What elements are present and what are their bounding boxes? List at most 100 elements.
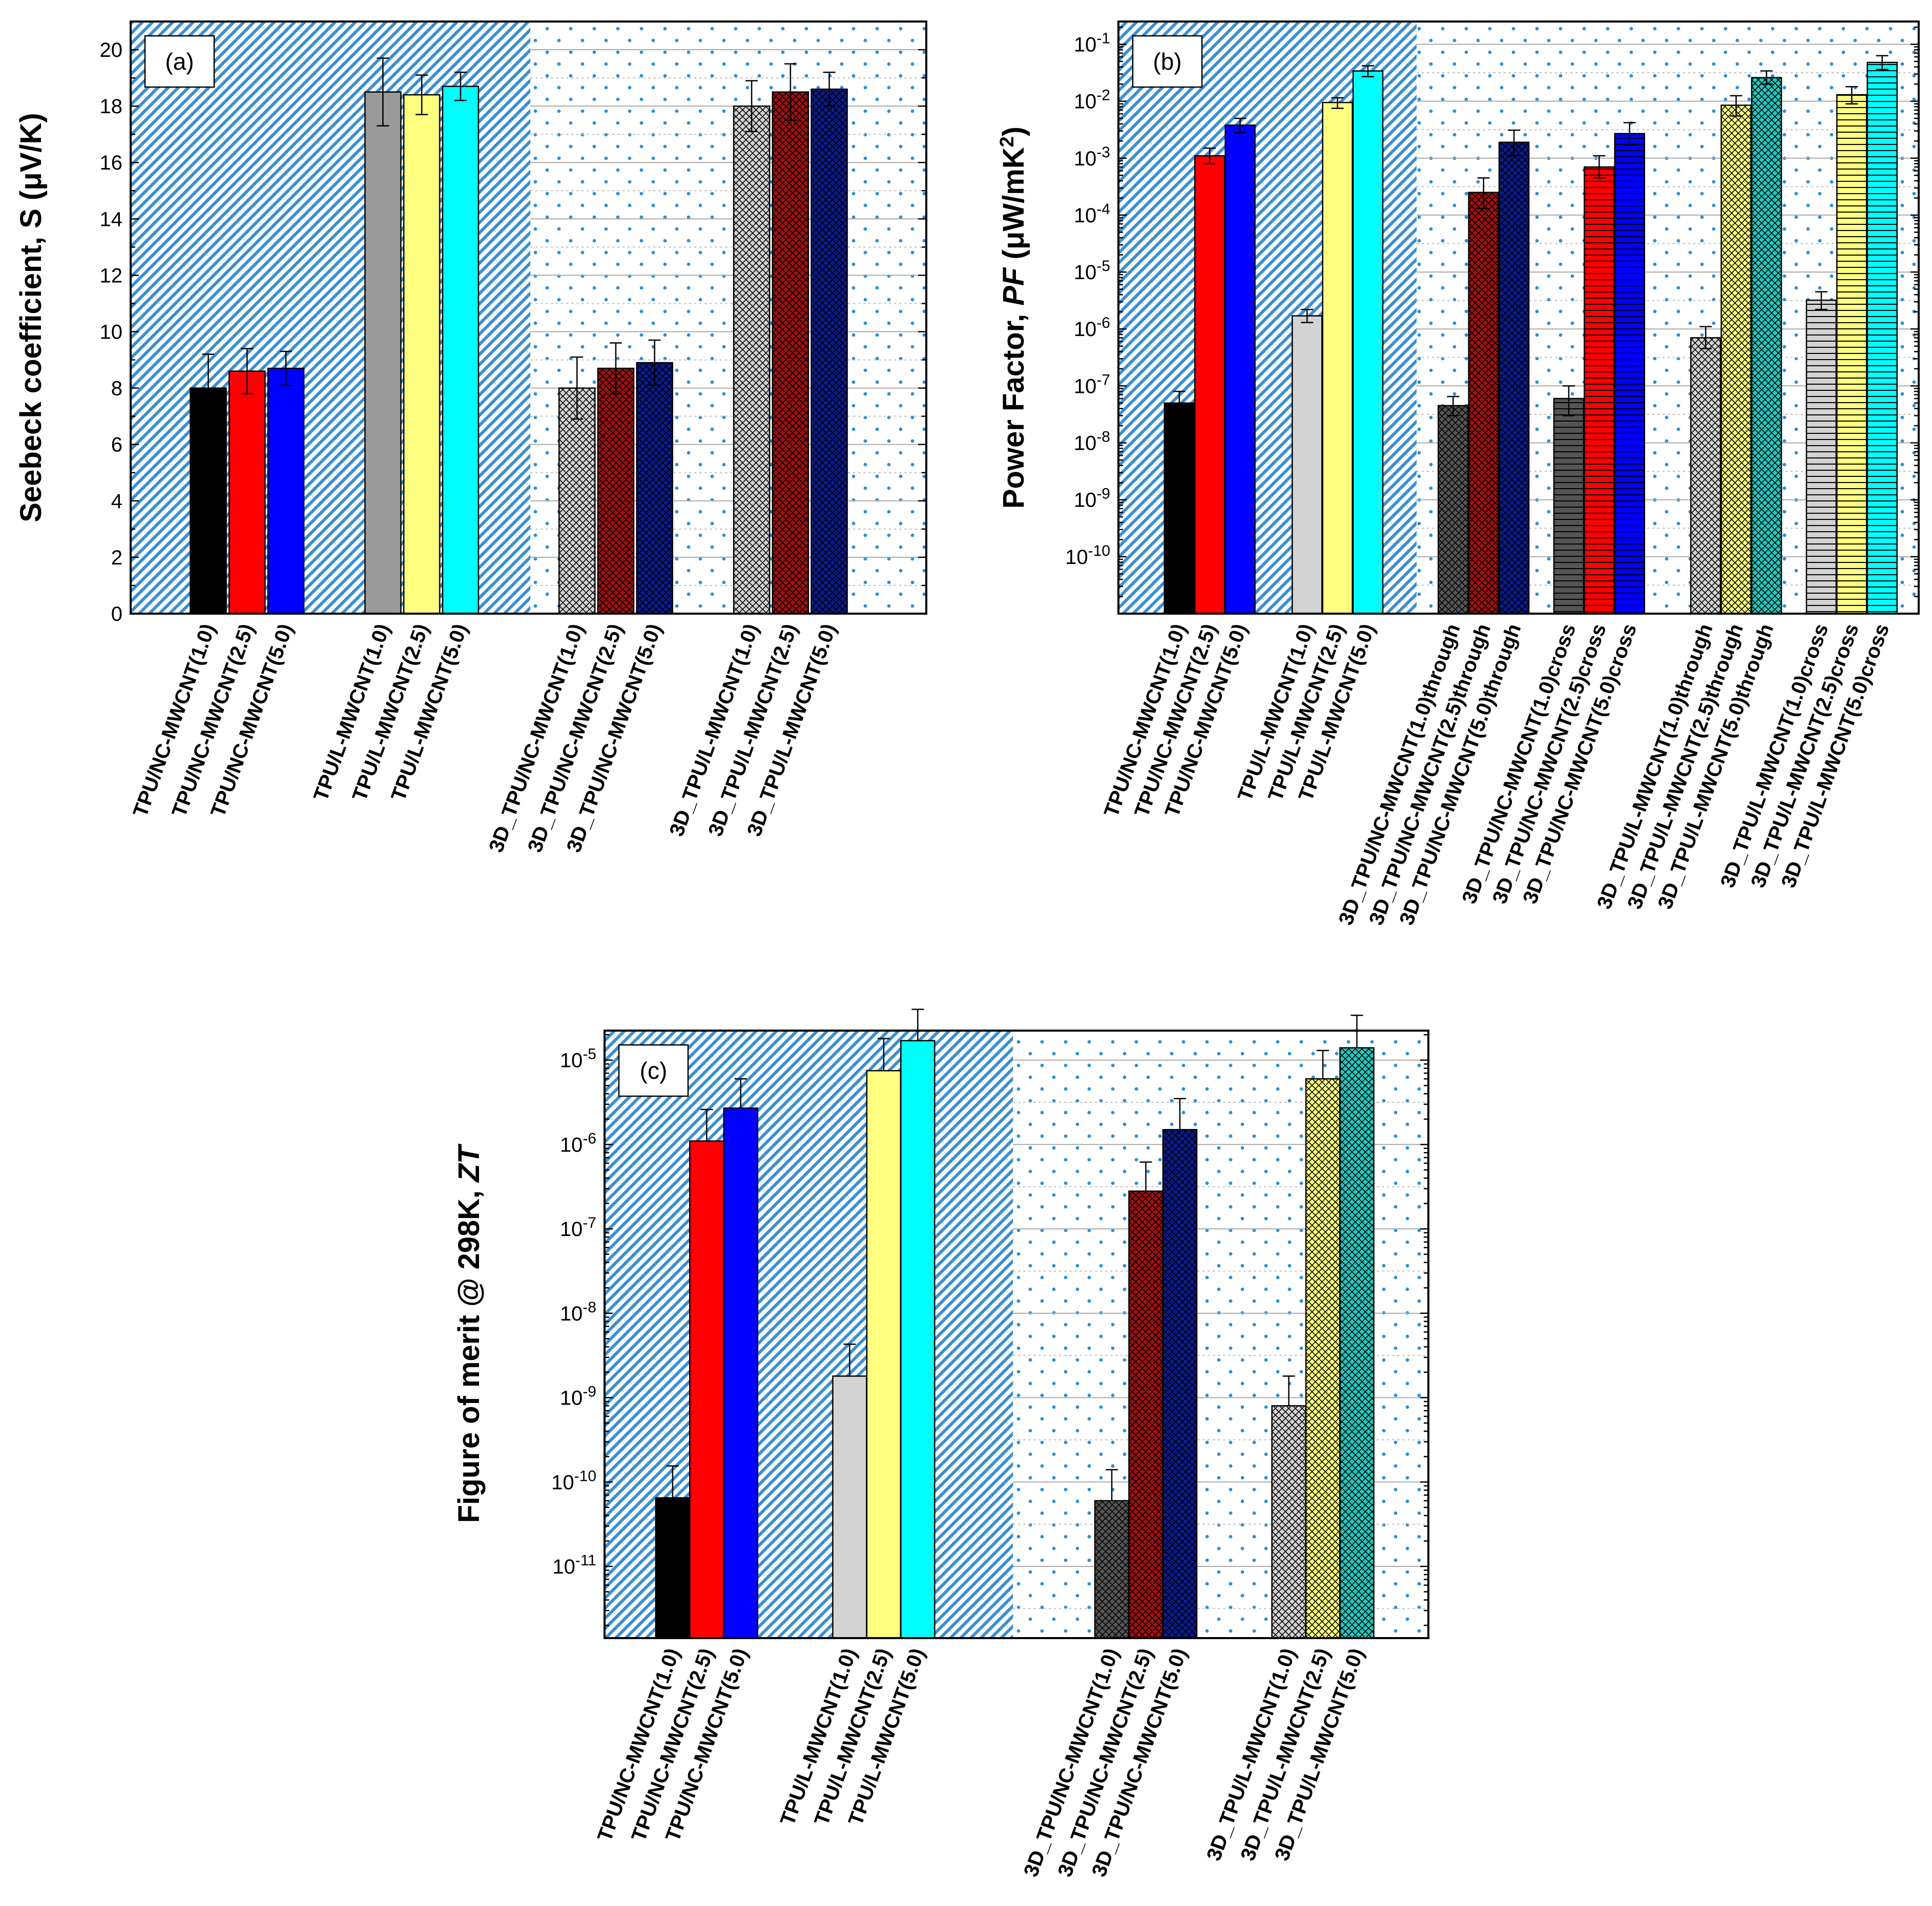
bar (723, 1108, 758, 1638)
bar-pattern-crosshatch (1468, 192, 1499, 614)
bar (1225, 125, 1255, 614)
bar-pattern-crosshatch (1129, 1191, 1163, 1638)
panel-label-box (618, 1044, 689, 1097)
bar-pattern-crosshatch (772, 92, 808, 614)
y-tick-label: 14 (100, 208, 123, 231)
bar-pattern-crosshatch (1752, 77, 1782, 614)
bar-pattern-crosshatch (636, 363, 673, 614)
bar (833, 1376, 867, 1638)
bar (1164, 403, 1194, 614)
bar-pattern-crosshatch (1162, 1129, 1197, 1638)
bar (229, 371, 265, 614)
bar-group (1438, 395, 1469, 615)
bar-pattern-crosshatch (1499, 142, 1529, 614)
bar (1353, 71, 1383, 614)
y-tick-label: 10-5 (560, 1046, 596, 1072)
y-tick-label: 10-10 (551, 1468, 596, 1494)
bar-pattern-crosshatch (811, 89, 847, 614)
bar-group (636, 339, 673, 615)
bar (866, 1071, 901, 1638)
bar-group (772, 63, 809, 615)
panel-label-box (144, 35, 215, 88)
y-axis-label: Power Factor, PF (μW/mK2) (996, 127, 1030, 509)
y-tick-label: 10-3 (1074, 144, 1110, 170)
bar-pattern-crosshatch (1340, 1048, 1374, 1638)
y-tick-label: 10-8 (1074, 429, 1110, 455)
panel-a: TPU/NC-MWCNT(1.0)TPU/NC-MWCNT(2.5)TPU/NC… (14, 20, 927, 855)
y-axis: 10-11 10-10 10-9 10-8 10-7 10-6 10-5 (551, 1034, 1428, 1626)
bar-pattern-crosshatch (734, 106, 770, 614)
bar (442, 86, 479, 614)
bar (901, 1040, 935, 1638)
y-tick-label: 10-9 (560, 1384, 596, 1410)
y-tick-label: 10-2 (1074, 87, 1110, 113)
y-tick-label: 10-10 (1065, 542, 1110, 569)
bar-group (1805, 291, 1837, 615)
panel-b: TPU/NC-MWCNT(1.0)TPU/NC-MWCNT(2.5)TPU/NC… (996, 20, 1920, 928)
plot-frame (1117, 20, 1920, 615)
bar-group (689, 1108, 724, 1639)
y-tick-label: 0 (111, 603, 122, 625)
y-tick-label: 10-9 (1074, 486, 1110, 512)
panel-label: (c) (640, 1057, 668, 1084)
bar-group (1339, 1014, 1375, 1639)
bar (655, 1498, 690, 1638)
y-tick-label: 10-7 (1074, 371, 1110, 397)
bar-group (1553, 385, 1585, 615)
bar-pattern-horizontal-lines (1584, 166, 1614, 614)
y-tick-label: 18 (100, 95, 123, 118)
y-axis-label: Seebeck coefficient, S (μV/K) (14, 113, 48, 522)
bar-pattern-crosshatch (1691, 338, 1721, 614)
bar-group (1271, 1375, 1306, 1639)
y-axis: 0 2 4 6 8 10 12 14 16 18 20 (100, 20, 926, 625)
bar-group (655, 1465, 691, 1639)
bar (1292, 316, 1322, 614)
y-axis: 10-10 10-9 10-8 10-7 10-6 10-5 10-4 10-3 10-2 10-… (1065, 26, 1919, 615)
bar (190, 388, 226, 614)
bar-pattern-horizontal-lines (1837, 94, 1867, 614)
y-tick-label: 10-6 (1074, 315, 1110, 341)
bar-group (190, 353, 227, 615)
y-tick-label: 2 (111, 547, 122, 569)
bar-group (1305, 1050, 1341, 1639)
panel-label: (a) (165, 48, 194, 75)
bar-group (866, 1038, 902, 1639)
bar-group (1291, 308, 1323, 615)
bar-group (1584, 155, 1615, 615)
y-tick-label: 20 (100, 39, 123, 61)
bar-group (832, 1343, 867, 1639)
y-axis-label: Figure of merit @ 298K, ZT (452, 1143, 486, 1523)
bar-group (558, 356, 596, 615)
bar-group (1498, 129, 1530, 615)
bar-group (1836, 86, 1867, 615)
bar-group (733, 80, 771, 615)
bar-group (267, 350, 305, 615)
y-tick-label: 10-5 (1074, 258, 1110, 284)
bar-pattern-crosshatch (1721, 105, 1751, 614)
y-tick-label: 10-11 (552, 1552, 596, 1578)
bar-pattern-crosshatch (1306, 1079, 1340, 1638)
bar-group (811, 71, 848, 615)
bar (1195, 156, 1225, 614)
bar (690, 1141, 724, 1638)
bar (268, 368, 304, 614)
bar-group (723, 1078, 759, 1639)
bar-group (1751, 70, 1782, 615)
bar-group (364, 57, 402, 615)
y-tick-label: 12 (100, 264, 123, 287)
y-tick-label: 10 (100, 321, 123, 344)
bar-group (1224, 117, 1256, 615)
panel-c: TPU/NC-MWCNT(1.0)TPU/NC-MWCNT(2.5)TPU/NC… (452, 1009, 1429, 1880)
y-tick-label: 16 (100, 152, 123, 174)
bar-pattern-horizontal-lines (1806, 300, 1836, 614)
y-tick-label: 10-4 (1074, 201, 1110, 227)
bar (404, 95, 440, 614)
plot-frame (604, 1030, 1429, 1639)
y-tick-label: 6 (111, 434, 122, 456)
panel-label-box (1132, 35, 1203, 88)
y-tick-label: 10-6 (560, 1130, 596, 1156)
bar-group (228, 348, 266, 615)
bar (365, 92, 401, 614)
bar-group (900, 1009, 936, 1639)
